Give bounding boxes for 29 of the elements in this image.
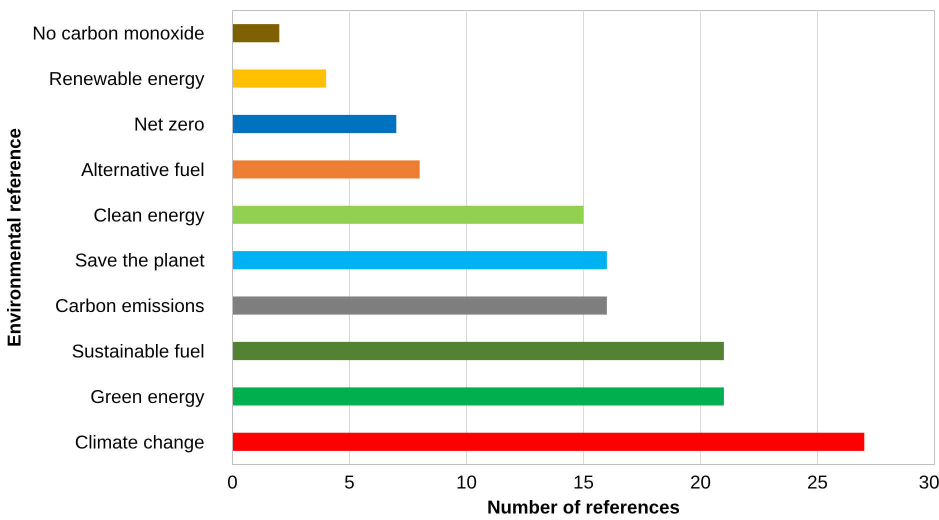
bar [232,160,420,178]
x-tick-label: 15 [573,472,594,492]
y-tick-label: Climate change [74,431,205,452]
y-tick-label: Alternative fuel [81,158,205,180]
y-tick-label: Green energy [90,386,206,407]
y-tick-label: No carbon monoxide [32,22,205,44]
bar [232,251,607,270]
bar [232,342,724,360]
y-tick-label: Carbon emissions [55,295,205,316]
bar [232,24,280,42]
x-axis-title: Number of references [487,496,680,518]
x-tick-label: 10 [456,472,477,492]
y-tick-label: Net zero [134,114,205,134]
bar [232,114,396,134]
x-tick-label: 5 [344,472,355,492]
y-axis-title: Environmental reference [3,128,24,347]
bar [232,296,607,315]
bar [232,206,584,224]
x-tick-label: 25 [807,472,828,492]
y-tick-label: Clean energy [94,204,206,226]
y-tick-label: Renewable energy [48,68,206,90]
y-tick-label: Sustainable fuel [72,340,205,362]
y-tick-label: Save the planet [74,250,206,271]
x-tick-label: 30 [918,472,939,492]
bar [232,432,864,451]
bar [232,70,326,88]
x-tick-label: 0 [227,472,238,492]
x-tick-label: 20 [690,472,711,492]
bar [232,387,724,406]
